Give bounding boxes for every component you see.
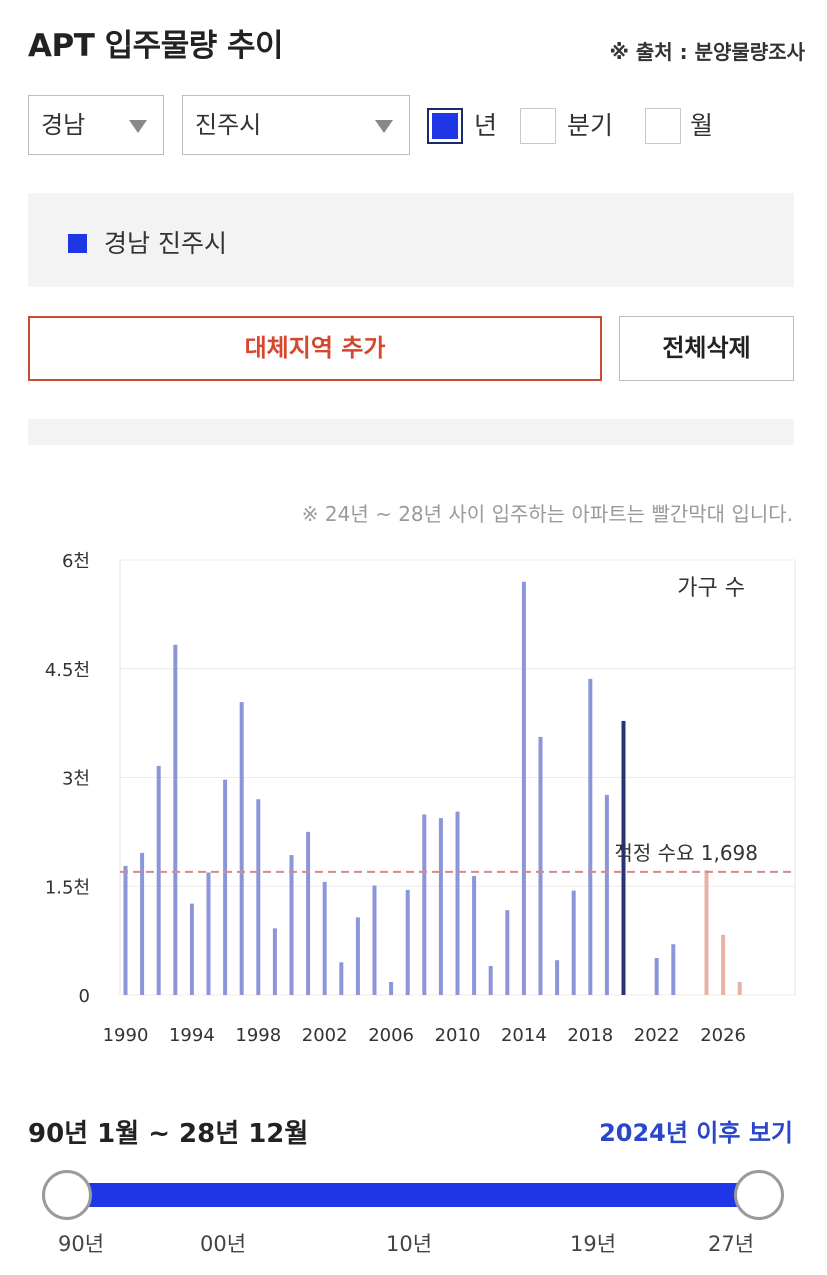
slider-tick-label: 27년	[708, 1232, 755, 1256]
x-tick-label: 2006	[368, 1025, 414, 1046]
y-tick-label: 3천	[62, 769, 90, 790]
range-slider-end-handle[interactable]	[734, 1170, 784, 1220]
page-title: APT 입주물량 추이	[28, 28, 284, 64]
chart-svg: 6천 4.5천 3천 1.5천 0 적정 수요 1,698 가구 수 1990 1994 1998…	[45, 551, 796, 1046]
bar-2026	[721, 934, 726, 995]
y-tick-label: 6천	[62, 551, 90, 572]
view-after-2024-link[interactable]: 2024년 이후 보기	[599, 1119, 793, 1147]
bar-1995	[206, 872, 211, 995]
x-tick-label: 1990	[103, 1025, 149, 1046]
bar-2001	[306, 831, 311, 995]
bar-2009	[438, 818, 443, 995]
bar-2018	[588, 678, 593, 995]
bar-2012	[488, 966, 493, 995]
bar-2013	[505, 910, 510, 995]
slider-tick-label: 10년	[386, 1232, 433, 1256]
x-tick-label: 2022	[634, 1025, 680, 1046]
bar-2006	[389, 981, 394, 995]
chevron-down-icon	[375, 120, 393, 133]
legend-color-square	[68, 234, 87, 253]
bar-2007	[405, 889, 410, 995]
city-select[interactable]: 진주시	[182, 95, 410, 155]
x-tick-label: 2018	[567, 1025, 613, 1046]
bar-2023	[671, 944, 676, 995]
region-select-value: 경남	[41, 111, 86, 139]
bar-1992	[156, 765, 161, 995]
bar-1997	[239, 702, 244, 995]
slider-tick-label: 19년	[570, 1232, 617, 1256]
checkbox-month-label: 월	[690, 111, 714, 140]
bar-2008	[422, 814, 427, 995]
legend-panel	[28, 193, 794, 287]
bar-1996	[223, 779, 228, 995]
supply-bar-chart: 6천 4.5천 3천 1.5천 0 적정 수요 1,698 가구 수 1990 1994 1998…	[0, 540, 827, 1060]
city-select-value: 진주시	[195, 111, 262, 139]
bar-2016	[555, 960, 560, 995]
divider-strip	[28, 419, 794, 445]
checkbox-year[interactable]	[427, 108, 463, 144]
slider-tick-label: 00년	[200, 1232, 247, 1256]
x-tick-label: 2014	[501, 1025, 547, 1046]
chevron-down-icon	[129, 120, 147, 133]
checkbox-quarter-label: 분기	[567, 111, 614, 140]
bar-1991	[140, 852, 145, 995]
y-tick-label: 4.5천	[45, 660, 90, 681]
bar-2004	[355, 917, 360, 995]
y-tick-label: 0	[79, 986, 90, 1007]
checkbox-quarter[interactable]	[520, 108, 556, 144]
bar-2019	[604, 794, 609, 995]
bar-2022	[654, 958, 659, 995]
checkbox-year-label: 년	[474, 111, 498, 140]
bar-2003	[339, 962, 344, 995]
source-note: ※ 출처 : 분양물량조사	[609, 40, 805, 64]
reference-line-label: 적정 수요 1,698	[614, 841, 758, 865]
chart-note: ※ 24년 ~ 28년 사이 입주하는 아파트는 빨간막대 입니다.	[301, 502, 793, 526]
bar-1990	[123, 865, 128, 995]
checkbox-month[interactable]	[645, 108, 681, 144]
y-unit-label: 가구 수	[677, 576, 745, 601]
bar-2010	[455, 811, 460, 995]
bar-2000	[289, 855, 294, 995]
bar-1993	[173, 644, 178, 995]
bar-1994	[189, 903, 194, 995]
x-tick-label: 1998	[235, 1025, 281, 1046]
bar-1998	[256, 799, 261, 995]
bar-2005	[372, 885, 377, 995]
bar-2017	[571, 890, 576, 995]
region-select[interactable]: 경남	[28, 95, 164, 155]
bar-2014	[521, 581, 526, 995]
x-tick-label: 2026	[700, 1025, 746, 1046]
range-slider-start-handle[interactable]	[42, 1170, 92, 1220]
bar-2027	[737, 981, 742, 995]
range-slider-track[interactable]	[66, 1183, 758, 1207]
slider-tick-label: 90년	[58, 1232, 105, 1256]
x-tick-label: 2002	[302, 1025, 348, 1046]
bar-2002	[322, 881, 327, 995]
bar-2011	[472, 876, 477, 995]
bar-1999	[272, 928, 277, 995]
add-region-button[interactable]: 대체지역 추가	[28, 316, 602, 381]
period-range-label: 90년 1월 ~ 28년 12월	[28, 1119, 309, 1149]
legend-item-label: 경남 진주시	[104, 229, 227, 258]
bar-2020	[621, 720, 626, 995]
x-tick-label: 2010	[435, 1025, 481, 1046]
bar-2025	[704, 870, 709, 995]
y-tick-label: 1.5천	[45, 877, 90, 898]
delete-all-button[interactable]: 전체삭제	[619, 316, 794, 381]
bar-2015	[538, 736, 543, 995]
x-tick-label: 1994	[169, 1025, 215, 1046]
